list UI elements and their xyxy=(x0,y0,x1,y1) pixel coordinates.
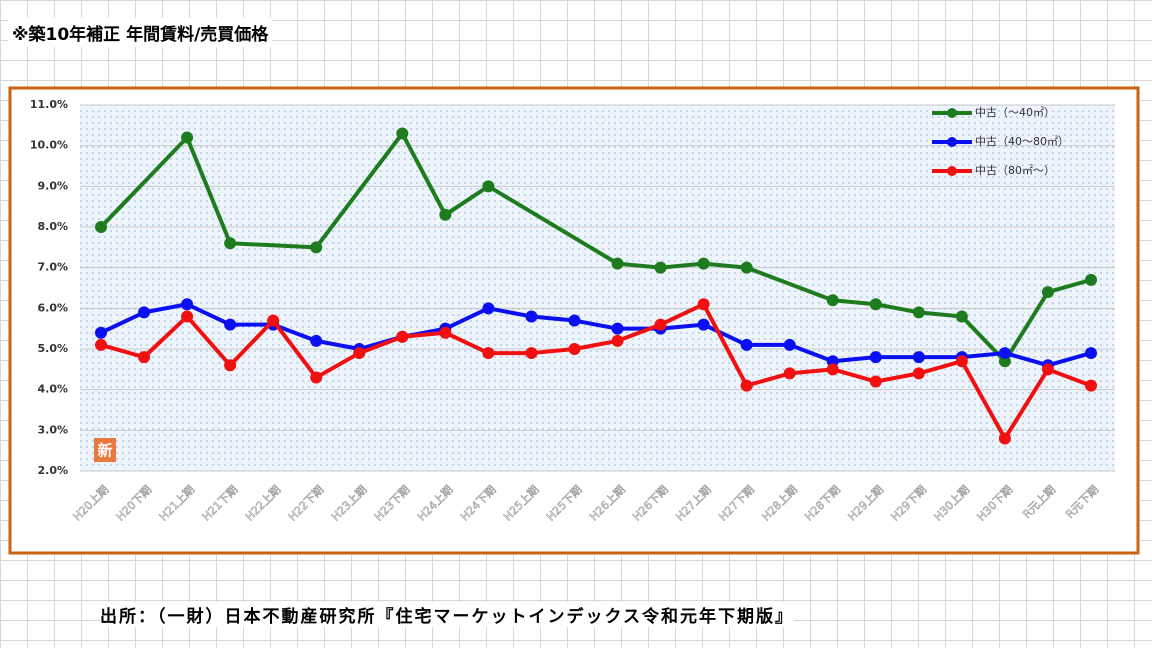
series-marker xyxy=(783,338,796,351)
series-marker xyxy=(439,326,452,339)
series-marker xyxy=(912,367,925,380)
series-marker xyxy=(267,314,280,327)
series-marker xyxy=(998,347,1011,360)
new-icon-text: 新 xyxy=(97,442,112,460)
legend-marker xyxy=(947,108,957,118)
series-marker xyxy=(181,298,194,311)
series-marker xyxy=(740,338,753,351)
series-marker xyxy=(310,371,323,384)
series-marker xyxy=(224,359,237,372)
series-marker xyxy=(697,298,710,311)
series-line xyxy=(100,302,1092,441)
source-note: 出所：（一財）日本不動産研究所『住宅マーケットインデックス令和元年下期版』 xyxy=(100,602,794,627)
series-marker xyxy=(740,379,753,392)
legend-label: 中古（40～80㎡） xyxy=(975,135,1069,148)
series-marker xyxy=(568,343,581,355)
series-marker xyxy=(138,351,151,364)
series-marker xyxy=(138,306,151,319)
sheet-title: ※築10年補正 年間賃料/売買価格 xyxy=(8,18,273,47)
series-marker xyxy=(1041,286,1054,299)
series-marker xyxy=(1085,347,1097,360)
legend-marker xyxy=(947,166,957,176)
legend-label: 中古（80㎡～） xyxy=(975,164,1055,177)
legend-label: 中古（～40㎡） xyxy=(975,106,1055,119)
series-marker xyxy=(224,237,237,250)
series-marker xyxy=(95,221,107,233)
y-tick-label: 4.0% xyxy=(37,383,68,396)
series-line xyxy=(100,302,1092,368)
y-tick-label: 5.0% xyxy=(37,342,68,355)
y-tick-label: 7.0% xyxy=(37,261,68,274)
series-marker xyxy=(654,261,667,274)
series-marker xyxy=(697,257,710,270)
series-marker xyxy=(654,318,667,331)
series-marker xyxy=(998,432,1011,445)
series-marker xyxy=(482,302,495,315)
y-tick-label: 6.0% xyxy=(37,301,68,314)
series-line xyxy=(99,131,1092,364)
legend-marker xyxy=(947,137,957,147)
y-tick-label: 3.0% xyxy=(37,423,68,436)
series-marker xyxy=(525,347,538,360)
series-marker xyxy=(525,310,538,323)
series-marker xyxy=(95,326,107,339)
series-marker xyxy=(869,351,882,364)
series-marker xyxy=(697,318,710,331)
series-marker xyxy=(955,310,968,323)
series-marker xyxy=(224,318,237,331)
series-marker xyxy=(482,347,495,360)
y-tick-label: 8.0% xyxy=(37,220,68,233)
series-marker xyxy=(912,351,925,364)
series-marker xyxy=(740,261,753,274)
series-marker xyxy=(1085,273,1097,286)
series-marker xyxy=(353,347,366,360)
series-marker xyxy=(181,131,194,144)
series-marker xyxy=(396,330,409,343)
series-marker xyxy=(1085,379,1097,392)
series-marker xyxy=(826,294,839,307)
series-marker xyxy=(826,363,839,376)
series-marker xyxy=(611,334,624,347)
plot-area xyxy=(80,105,1115,471)
series-marker xyxy=(568,314,581,327)
series-marker xyxy=(310,334,323,347)
y-tick-label: 11.0% xyxy=(30,98,68,111)
series-marker xyxy=(1041,363,1054,376)
series-marker xyxy=(869,298,882,311)
series-marker xyxy=(783,367,796,380)
series-marker xyxy=(396,127,409,140)
series-marker xyxy=(611,322,624,335)
series-marker xyxy=(869,375,882,388)
y-tick-label: 9.0% xyxy=(37,179,68,192)
series-marker xyxy=(482,180,495,193)
new-icon xyxy=(94,438,116,462)
series-marker xyxy=(95,338,107,351)
series-marker xyxy=(955,355,968,368)
series-marker xyxy=(611,257,624,270)
y-tick-label: 10.0% xyxy=(30,139,68,152)
series-marker xyxy=(310,241,323,254)
series-marker xyxy=(439,208,452,221)
y-tick-label: 2.0% xyxy=(37,464,68,477)
series-marker xyxy=(181,310,194,323)
series-marker xyxy=(912,306,925,319)
